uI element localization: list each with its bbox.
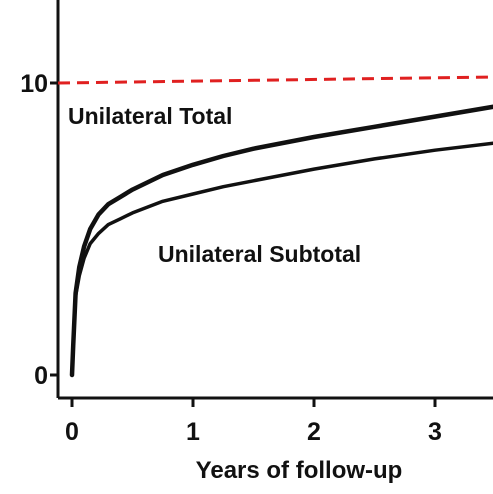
- x-tick-label: 2: [307, 418, 321, 446]
- reference-line: [57, 75, 493, 85]
- series-group: [69, 104, 493, 378]
- x-axis-title: Years of follow-up: [196, 457, 403, 484]
- series-label-unilateral-total: Unilateral Total: [68, 103, 232, 129]
- x-tick-label: 3: [428, 418, 442, 446]
- y-tick-label: 0: [34, 362, 48, 390]
- labels-group: Unilateral Total Unilateral Subtotal: [68, 103, 361, 267]
- axes: 0 10 0 1 2 3: [20, 0, 493, 446]
- series-line-unilateral-subtotal: [70, 141, 493, 377]
- reference-line-group: [57, 75, 493, 85]
- series-label-unilateral-subtotal: Unilateral Subtotal: [158, 241, 361, 267]
- x-tick-label: 0: [65, 418, 79, 446]
- y-tick-label: 10: [20, 70, 48, 98]
- x-tick-label: 1: [186, 418, 200, 446]
